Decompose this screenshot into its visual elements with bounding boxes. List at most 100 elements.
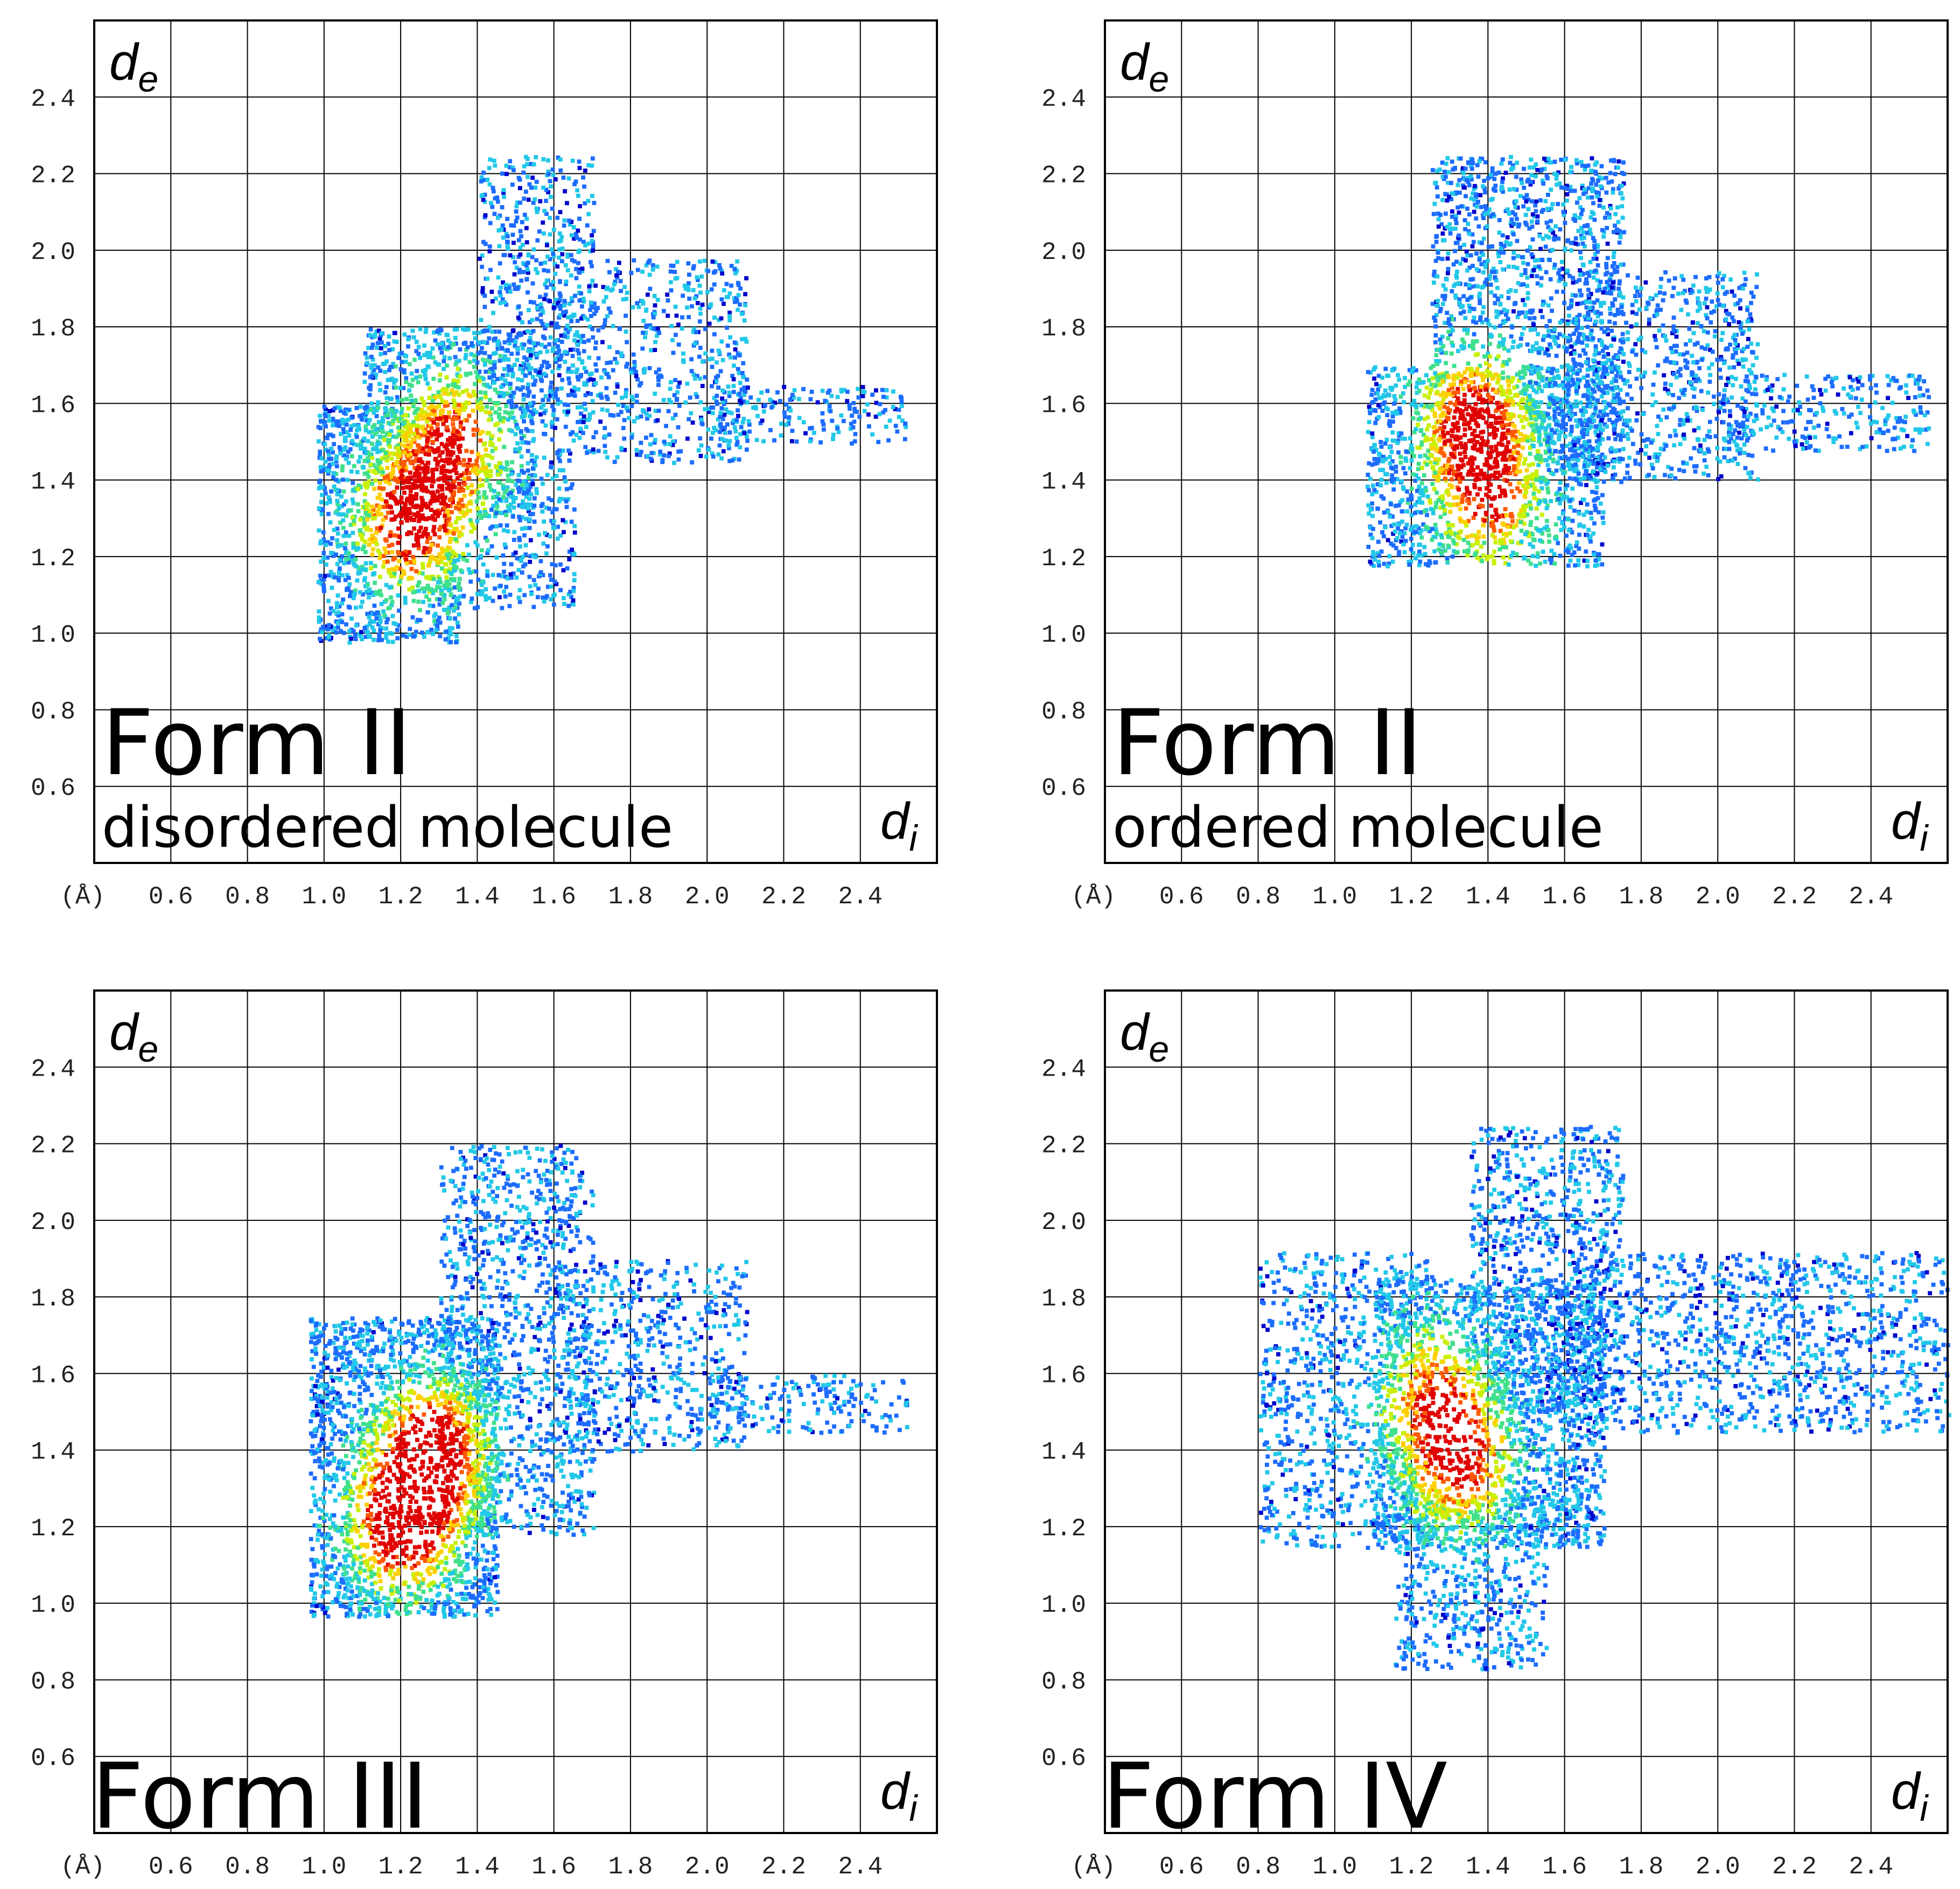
- density-point: [532, 248, 536, 252]
- density-point: [474, 370, 478, 375]
- density-point: [527, 339, 531, 343]
- density-point: [591, 157, 595, 161]
- density-point: [458, 450, 462, 454]
- density-point: [562, 303, 566, 307]
- density-point: [492, 381, 496, 385]
- x-tick-label: 1.8: [608, 883, 653, 911]
- density-point: [1586, 559, 1590, 563]
- density-point: [403, 601, 408, 605]
- density-point: [625, 291, 629, 295]
- density-point: [452, 577, 457, 581]
- density-point: [465, 389, 469, 393]
- density-point: [318, 574, 323, 578]
- density-point: [624, 314, 628, 318]
- density-point: [532, 300, 536, 305]
- density-point: [1492, 550, 1496, 554]
- density-point: [691, 420, 695, 425]
- density-point: [369, 566, 373, 571]
- density-point: [647, 407, 651, 411]
- density-point: [732, 384, 736, 388]
- density-point: [540, 388, 544, 392]
- density-point: [434, 628, 438, 633]
- density-point: [409, 475, 413, 480]
- density-point: [526, 449, 530, 453]
- density-point: [525, 277, 529, 281]
- density-point: [320, 630, 324, 634]
- density-point: [438, 416, 443, 420]
- density-point: [347, 629, 352, 634]
- density-point: [640, 270, 645, 274]
- density-point: [632, 419, 636, 424]
- density-point: [772, 438, 776, 443]
- density-point: [541, 595, 545, 600]
- density-point: [474, 420, 478, 424]
- density-point: [487, 336, 491, 341]
- density-point: [741, 361, 745, 366]
- y-tick-label: 2.0: [31, 238, 75, 266]
- density-point: [653, 312, 657, 316]
- density-point: [551, 167, 555, 172]
- density-point: [421, 486, 425, 490]
- density-point: [484, 447, 488, 452]
- x-tick-label: 1.0: [302, 883, 346, 911]
- density-point: [1368, 477, 1373, 481]
- density-point: [489, 508, 494, 512]
- density-point: [744, 276, 748, 280]
- density-point: [462, 458, 466, 462]
- density-point: [389, 595, 393, 600]
- density-point: [589, 300, 593, 305]
- density-point: [418, 505, 423, 509]
- x-axis-label-subscript: i: [909, 818, 918, 859]
- density-point: [1417, 543, 1422, 547]
- density-point: [513, 363, 517, 367]
- density-point: [392, 533, 396, 538]
- density-point: [703, 327, 708, 331]
- density-point: [739, 425, 744, 429]
- density-point: [648, 273, 652, 277]
- density-point: [520, 436, 524, 440]
- density-point: [352, 546, 356, 550]
- density-point: [676, 322, 681, 327]
- density-point: [438, 598, 442, 602]
- density-point: [411, 590, 416, 594]
- density-point: [719, 457, 724, 461]
- density-point: [638, 453, 642, 457]
- density-point: [481, 286, 485, 290]
- density-point: [1406, 383, 1410, 387]
- density-point: [384, 598, 389, 602]
- density-point: [687, 297, 691, 301]
- density-point: [1397, 552, 1401, 557]
- density-point: [446, 392, 451, 396]
- density-point: [729, 355, 733, 360]
- x-axis-label: di: [880, 792, 918, 859]
- density-point: [481, 198, 486, 202]
- density-point: [884, 425, 888, 429]
- density-point: [382, 554, 386, 558]
- density-point: [1378, 483, 1383, 488]
- density-point: [412, 357, 417, 362]
- density-point: [483, 305, 487, 309]
- density-point: [495, 377, 500, 381]
- density-point: [406, 337, 410, 341]
- density-point: [658, 450, 662, 454]
- density-point: [724, 408, 728, 412]
- density-point: [362, 380, 367, 384]
- density-point: [496, 342, 500, 346]
- density-point: [698, 400, 703, 404]
- density-point: [467, 458, 472, 462]
- density-point: [459, 498, 464, 502]
- density-point: [504, 283, 508, 287]
- density-point: [347, 551, 351, 556]
- density-point: [369, 355, 374, 359]
- density-point: [336, 593, 340, 598]
- density-point: [319, 539, 323, 543]
- density-point: [861, 385, 865, 389]
- density-point: [527, 308, 531, 312]
- density-point: [576, 420, 580, 424]
- density-point: [403, 502, 408, 507]
- density-point: [539, 405, 543, 410]
- density-point: [516, 347, 520, 351]
- density-point: [409, 440, 414, 445]
- density-point: [633, 370, 637, 375]
- density-point: [533, 378, 537, 383]
